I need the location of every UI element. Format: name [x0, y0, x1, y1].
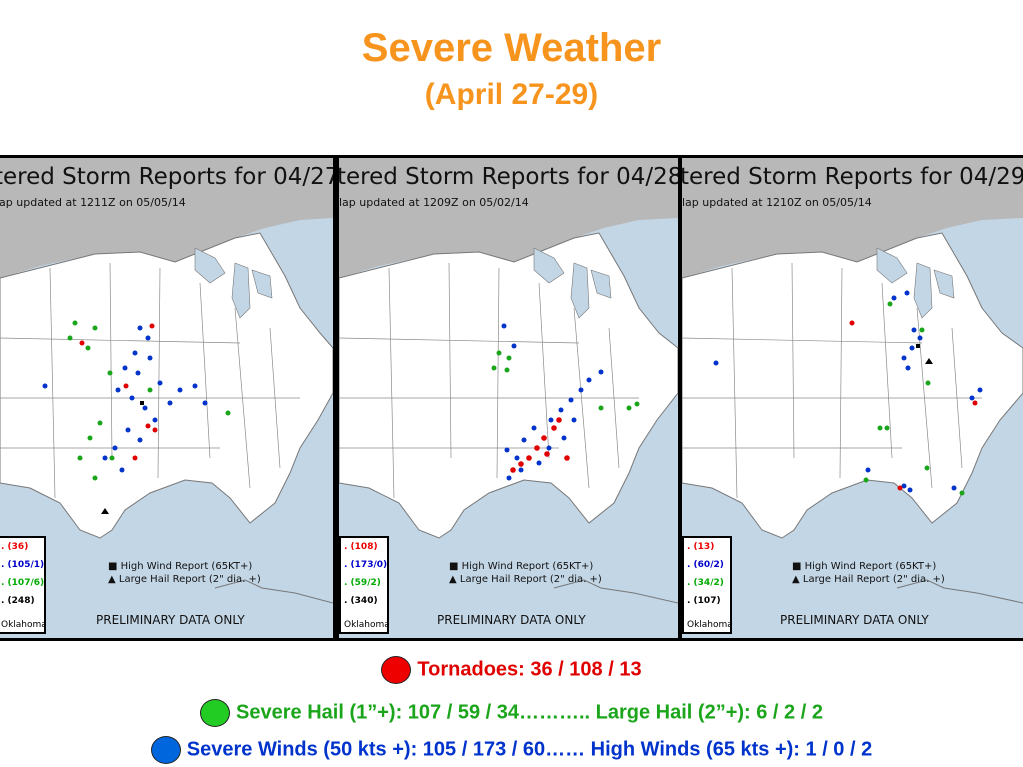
tornado-count: . (36): [1, 542, 29, 552]
wind-count: . (60/2): [687, 560, 724, 570]
map-background: [682, 158, 1023, 638]
hail-count: . (107/6): [1, 578, 45, 588]
preliminary-label: PRELIMINARY DATA ONLY: [96, 613, 245, 627]
hail-count: . (34/2): [687, 578, 724, 588]
high-wind-key: ■ High Wind Report (65KT+): [449, 561, 594, 572]
office-label: Oklahoma: [687, 620, 733, 630]
map-background: [0, 158, 333, 638]
wind-summary-text: Severe Winds (50 kts +): 105 / 173 / 60……: [186, 738, 873, 761]
hail-summary-text: Severe Hail (1”+): 107 / 59 / 34……….. La…: [236, 701, 823, 724]
wind-count: . (105/1): [1, 560, 45, 570]
tornado-summary: Tornadoes: 36 / 108 / 13: [0, 656, 1023, 684]
wind-count: . (173/0): [344, 560, 388, 570]
red-circle-icon: [381, 656, 412, 684]
blue-circle-icon: [150, 736, 181, 764]
hail-summary: Severe Hail (1”+): 107 / 59 / 34……….. La…: [0, 699, 1023, 727]
preliminary-label: PRELIMINARY DATA ONLY: [780, 613, 929, 627]
map-title: tered Storm Reports for 04/27/14: [0, 164, 333, 190]
preliminary-label: PRELIMINARY DATA ONLY: [437, 613, 586, 627]
page-title: Severe Weather: [361, 26, 662, 70]
map-background: [339, 158, 678, 638]
map-symbol-key: ■ High Wind Report (65KT+) ▲ Large Hail …: [108, 560, 261, 586]
storm-map-0428: tered Storm Reports for 04/28/14 lap upd…: [339, 158, 678, 638]
total-count: . (340): [344, 596, 378, 606]
page-subtitle: (April 27-29): [424, 78, 599, 111]
report-markers: [42, 320, 231, 514]
high-wind-key: ■ High Wind Report (65KT+): [108, 561, 253, 572]
report-markers: [491, 323, 640, 481]
total-count: . (107): [687, 596, 721, 606]
map-count-legend: . (108) . (173/0) . (59/2) . (340) Oklah…: [339, 536, 390, 634]
map-symbol-key: ■ High Wind Report (65KT+) ▲ Large Hail …: [449, 560, 602, 586]
large-hail-key: ▲ Large Hail Report (2" dia. +): [108, 574, 261, 585]
map-update-time: lap updated at 1209Z on 05/02/14: [339, 196, 529, 209]
tornado-summary-text: Tornadoes: 36 / 108 / 13: [417, 658, 642, 681]
map-title: tered Storm Reports for 04/29/14: [682, 164, 1023, 190]
storm-map-0427: tered Storm Reports for 04/27/14 lap upd…: [0, 158, 333, 638]
map-update-time: lap updated at 1211Z on 05/05/14: [0, 196, 186, 209]
tornado-count: . (108): [344, 542, 378, 552]
map-symbol-key: ■ High Wind Report (65KT+) ▲ Large Hail …: [792, 560, 945, 586]
storm-report-maps: tered Storm Reports for 04/27/14 lap upd…: [0, 155, 1023, 641]
wind-summary: Severe Winds (50 kts +): 105 / 173 / 60……: [0, 736, 1023, 764]
map-count-legend: . (36) . (105/1) . (107/6) . (248) Oklah…: [0, 536, 47, 634]
map-title: tered Storm Reports for 04/28/14: [339, 164, 678, 190]
total-count: . (248): [1, 596, 35, 606]
tornado-count: . (13): [687, 542, 715, 552]
large-hail-key: ▲ Large Hail Report (2" dia. +): [449, 574, 602, 585]
office-label: Oklahoma: [344, 620, 390, 630]
map-update-time: lap updated at 1210Z on 05/05/14: [682, 196, 872, 209]
hail-count: . (59/2): [344, 578, 381, 588]
large-hail-key: ▲ Large Hail Report (2" dia. +): [792, 574, 945, 585]
map-count-legend: . (13) . (60/2) . (34/2) . (107) Oklahom…: [682, 536, 733, 634]
high-wind-key: ■ High Wind Report (65KT+): [792, 561, 937, 572]
storm-map-0429: tered Storm Reports for 04/29/14 lap upd…: [682, 158, 1023, 638]
report-markers: [713, 290, 983, 496]
green-circle-icon: [200, 699, 231, 727]
office-label: Oklahoma: [1, 620, 47, 630]
